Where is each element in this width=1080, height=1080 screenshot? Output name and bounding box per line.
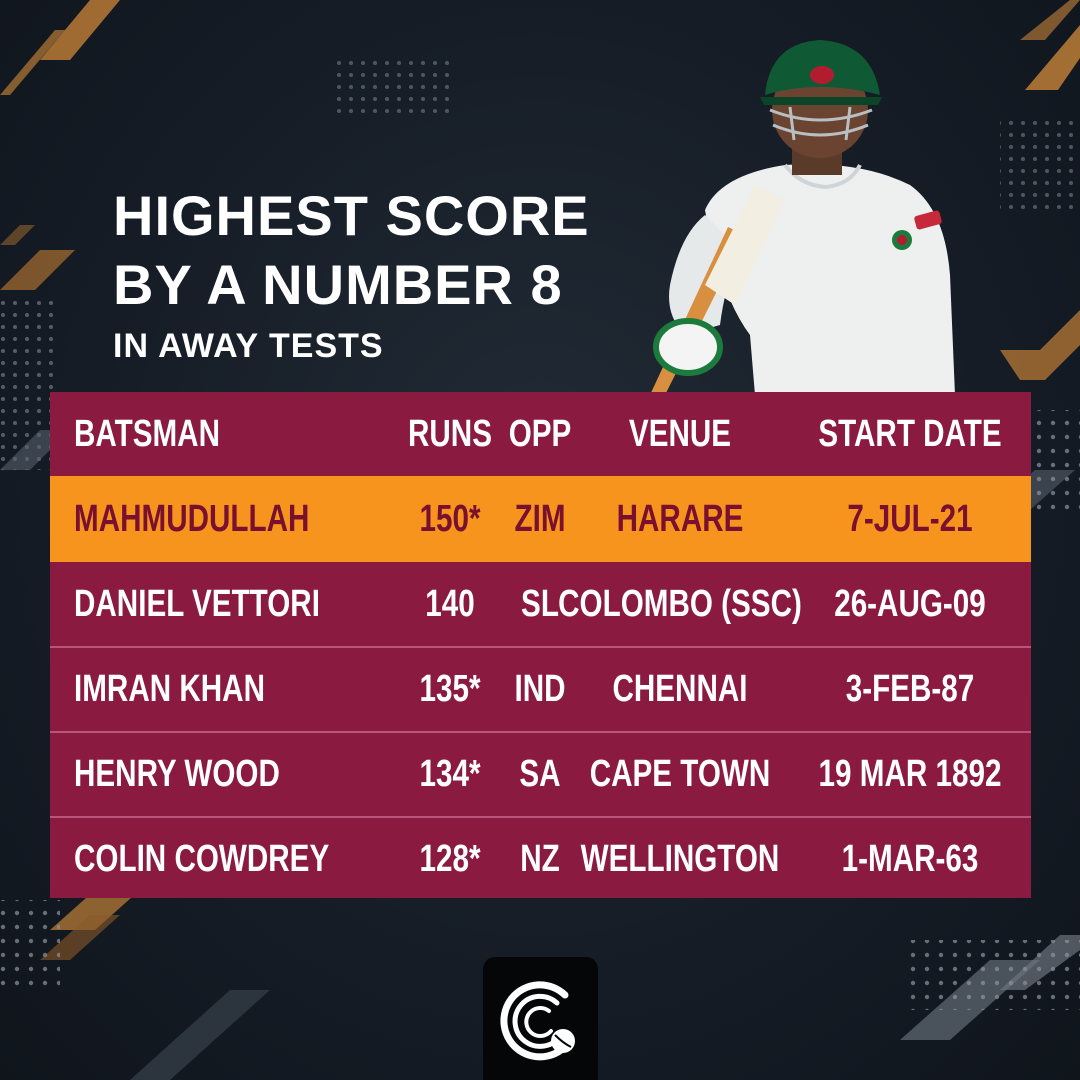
cell-runs: 150* — [419, 497, 481, 540]
cell-opp: ZIM — [514, 497, 566, 540]
cell-start-date: 1-MAR-63 — [841, 837, 979, 880]
table-row: COLIN COWDREY 128* NZ WELLINGTON 1-MAR-6… — [50, 817, 1031, 901]
title-block: HIGHEST SCORE BY A NUMBER 8 IN AWAY TEST… — [113, 184, 590, 365]
cell-batsman: MAHMUDULLAH — [74, 497, 310, 540]
cell-venue: WELLINGTON — [580, 837, 780, 880]
row-divider — [50, 731, 1031, 733]
cell-opp: SA — [519, 752, 561, 795]
cell-opp: IND — [514, 667, 566, 710]
table-row: DANIEL VETTORI 140 SL COLOMBO (SSC) 26-A… — [50, 562, 1031, 646]
stats-table: BATSMAN RUNS OPP VENUE START DATE MAHMUD… — [50, 392, 1031, 898]
cell-runs: 128* — [419, 837, 481, 880]
cell-batsman: COLIN COWDREY — [74, 837, 330, 880]
cell-batsman: IMRAN KHAN — [74, 667, 266, 710]
cell-opp: SL — [521, 582, 559, 625]
header-runs: RUNS — [408, 412, 492, 455]
cell-venue: COLOMBO (SSC) — [558, 582, 802, 625]
table-row: HENRY WOOD 134* SA CAPE TOWN 19 MAR 1892 — [50, 732, 1031, 816]
brand-logo — [483, 957, 598, 1080]
title-line-1: HIGHEST SCORE — [113, 184, 590, 247]
cell-start-date: 26-AUG-09 — [834, 582, 986, 625]
player-photo — [650, 40, 955, 395]
cell-batsman: HENRY WOOD — [74, 752, 280, 795]
header-batsman: BATSMAN — [74, 412, 220, 455]
cell-runs: 135* — [419, 667, 481, 710]
cell-runs: 134* — [419, 752, 481, 795]
cell-venue: HARARE — [616, 497, 744, 540]
cell-venue: CAPE TOWN — [589, 752, 771, 795]
cell-start-date: 7-JUL-21 — [847, 497, 973, 540]
header-start-date: START DATE — [818, 412, 1002, 455]
cell-start-date: 3-FEB-87 — [845, 667, 975, 710]
title-line-2: BY A NUMBER 8 — [113, 253, 563, 316]
cell-opp: NZ — [520, 837, 560, 880]
table-row-highlighted: MAHMUDULLAH 150* ZIM HARARE 7-JUL-21 — [50, 476, 1031, 562]
table-header-row: BATSMAN RUNS OPP VENUE START DATE — [50, 392, 1031, 476]
cell-start-date: 19 MAR 1892 — [818, 752, 1002, 795]
header-opp: OPP — [508, 412, 572, 455]
cell-batsman: DANIEL VETTORI — [74, 582, 320, 625]
row-divider — [50, 816, 1031, 818]
cell-runs: 140 — [425, 582, 475, 625]
header-venue: VENUE — [628, 412, 732, 455]
cricket-ball-logo-icon — [500, 981, 575, 1061]
table-row: IMRAN KHAN 135* IND CHENNAI 3-FEB-87 — [50, 647, 1031, 731]
row-divider — [50, 646, 1031, 648]
cell-venue: CHENNAI — [612, 667, 748, 710]
subtitle: IN AWAY TESTS — [113, 327, 384, 365]
